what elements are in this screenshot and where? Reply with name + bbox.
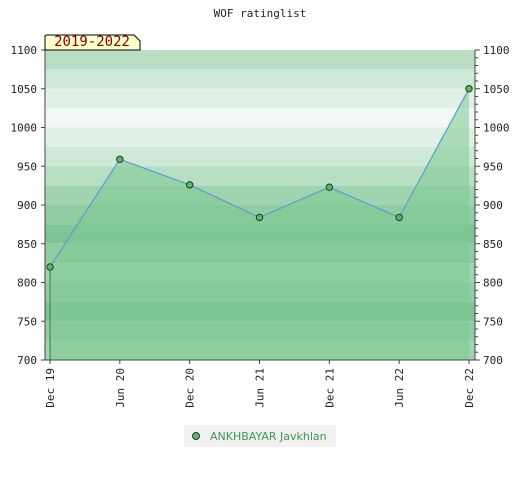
y-tick-label-left: 1000 [11,122,38,135]
y-tick-label-right: 750 [483,315,503,328]
plot-band [45,50,475,70]
plot-band [45,127,475,147]
y-tick-label-left: 1050 [11,83,38,96]
y-tick-label-left: 900 [17,199,37,212]
data-point [465,85,473,93]
y-tick-label-left: 700 [17,354,37,367]
tick-labels: 700 700 750 750 800 800 850 850 900 900 950 950 1000… [11,44,510,408]
y-tick-label-left: 950 [17,160,37,173]
period-badge-shape [44,34,141,51]
series-area [50,88,469,360]
y-tick-label-right: 1050 [483,83,510,96]
plot-band [45,88,475,109]
y-tick-label-left: 850 [17,238,37,251]
x-tick-label: Jun 21 [254,368,267,408]
data-point [255,213,264,222]
x-tick-label: Jun 22 [393,368,406,408]
data-point [325,183,334,191]
x-tick-label: Dec 22 [463,368,476,408]
y-tick-label-right: 900 [483,199,503,212]
x-tick-label: Jun 20 [114,368,127,408]
data-point [185,181,194,189]
data-point [116,155,124,163]
y-tick-label-left: 750 [17,315,37,328]
legend: ANKHBAYAR Javkhlan [184,425,336,447]
legend-series-label: ANKHBAYAR Javkhlan [210,429,327,443]
series-markers [46,85,473,271]
y-tick-label-right: 700 [483,354,503,367]
period-badge: 2019-2022 [44,34,141,51]
x-tick-label: Dec 20 [184,368,197,408]
x-tick-label: Dec 19 [44,368,57,408]
axes [41,49,480,364]
x-tick-label: Dec 21 [323,368,336,408]
plot-band [45,108,475,128]
plot-band [45,69,475,89]
y-tick-label-right: 800 [483,277,503,290]
chart-title: WOF ratinglist [214,7,307,20]
y-tick-label-right: 950 [483,160,503,173]
y-tick-label-right: 1000 [483,122,510,135]
y-tick-label-left: 800 [17,277,37,290]
y-tick-label-left: 1100 [11,44,38,57]
legend-marker-icon [192,432,200,440]
data-point [395,213,403,222]
y-tick-label-right: 1100 [483,44,510,57]
period-badge-label: 2019-2022 [54,34,130,50]
y-tick-label-right: 850 [483,238,503,251]
plot-band [45,146,475,167]
data-point [46,263,54,271]
